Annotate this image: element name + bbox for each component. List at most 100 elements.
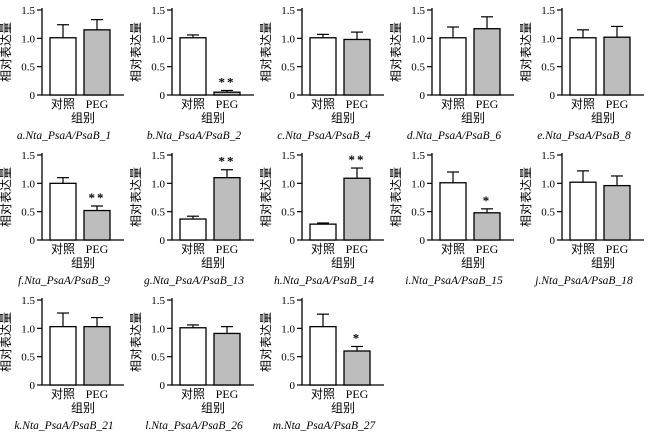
bar-control: [179, 37, 207, 96]
y-tick-label: 1.5: [21, 150, 35, 162]
bar-control: [309, 325, 337, 386]
x-tick-label-control: 对照: [51, 242, 75, 256]
panel-caption: b.Nta_PsaA/PsaB_2: [147, 130, 241, 142]
panel-caption: e.Nta_PsaA/PsaB_8: [537, 130, 631, 142]
significance-marker: **: [219, 154, 236, 169]
panel-d: 相对表达量 0 0.5 1.0 1.5 对照 PEG 组别 d.Nta_PsaA/PsaB_6: [389, 0, 520, 145]
y-tick-label: 1.0: [281, 323, 295, 335]
y-tick-label: 1.5: [281, 295, 295, 307]
y-tick-label: 1.0: [411, 178, 425, 190]
bar-peg: [343, 38, 371, 96]
bar-peg: [213, 332, 241, 386]
bar-control: [569, 181, 597, 241]
x-tick-label-peg: PEG: [86, 242, 109, 256]
y-tick-label: 1.0: [21, 323, 35, 335]
x-tick-label-control: 对照: [311, 97, 335, 111]
bar-control: [309, 223, 337, 241]
y-tick-label: 0.5: [281, 62, 295, 74]
panel-g: 相对表达量 0 0.5 1.0 1.5 ** 对照 PEG 组别 g.Nta_PsaA/PsaB_…: [129, 145, 260, 290]
x-tick-label-peg: PEG: [346, 387, 369, 401]
y-tick-label: 1.5: [151, 295, 165, 307]
x-tick-label-control: 对照: [441, 242, 465, 256]
x-tick-label-control: 对照: [311, 387, 335, 401]
x-axis-label: 组别: [201, 111, 225, 125]
x-axis-label: 组别: [461, 111, 485, 125]
bar-peg: [213, 91, 241, 96]
panel-caption: a.Nta_PsaA/PsaB_1: [17, 130, 111, 142]
y-tick-label: 0.5: [21, 62, 35, 74]
y-tick-label: 0: [420, 90, 426, 102]
x-axis-label: 组别: [591, 256, 615, 270]
y-tick-label: 0.5: [151, 352, 165, 364]
x-tick-label-control: 对照: [181, 97, 205, 111]
x-tick-label-peg: PEG: [476, 242, 499, 256]
y-tick-label: 0.5: [151, 62, 165, 74]
y-tick-label: 0: [290, 90, 296, 102]
bar-peg: [83, 325, 111, 386]
x-tick-label-peg: PEG: [216, 242, 239, 256]
bar-peg: [213, 177, 241, 241]
y-axis-label: 相对表达量: [0, 22, 13, 82]
y-tick-label: 1.5: [541, 150, 555, 162]
y-tick-label: 0: [290, 380, 296, 392]
panel-m: 相对表达量 0 0.5 1.0 1.5 * 对照 PEG 组别 m.Nta_PsaA/PsaB_2…: [259, 290, 390, 435]
panel-l: 相对表达量 0 0.5 1.0 1.5 对照 PEG 组别 l.Nta_PsaA/PsaB_26: [129, 290, 260, 435]
x-tick-label-peg: PEG: [476, 97, 499, 111]
y-tick-label: 1.0: [281, 33, 295, 45]
x-axis-label: 组别: [331, 111, 355, 125]
y-tick-label: 1.5: [411, 150, 425, 162]
y-tick-label: 1.0: [151, 323, 165, 335]
x-tick-label-control: 对照: [441, 97, 465, 111]
panel-h: 相对表达量 0 0.5 1.0 1.5 ** 对照 PEG 组别 h.Nta_PsaA/PsaB_…: [259, 145, 390, 290]
y-tick-label: 0: [160, 380, 166, 392]
y-tick-label: 0: [30, 235, 36, 247]
x-axis-label: 组别: [71, 111, 95, 125]
y-tick-label: 0.5: [281, 207, 295, 219]
x-axis-label: 组别: [331, 256, 355, 270]
panel-caption: d.Nta_PsaA/PsaB_6: [407, 130, 501, 142]
x-tick-label-peg: PEG: [606, 97, 629, 111]
x-tick-label-peg: PEG: [216, 97, 239, 111]
bar-peg: [343, 350, 371, 386]
bar-control: [49, 325, 77, 386]
y-tick-label: 0.5: [21, 352, 35, 364]
bar-peg: [603, 184, 631, 241]
y-axis-label: 相对表达量: [520, 22, 533, 82]
bar-control: [569, 37, 597, 96]
y-tick-label: 1.5: [541, 5, 555, 17]
y-axis-label: 相对表达量: [260, 312, 273, 372]
panel-caption: k.Nta_PsaA/PsaB_21: [14, 420, 113, 432]
y-tick-label: 1.0: [541, 178, 555, 190]
x-tick-label-peg: PEG: [86, 387, 109, 401]
x-tick-label-control: 对照: [311, 242, 335, 256]
y-tick-label: 0.5: [411, 62, 425, 74]
x-tick-label-peg: PEG: [216, 387, 239, 401]
panel-caption: l.Nta_PsaA/PsaB_26: [145, 420, 243, 432]
y-axis-label: 相对表达量: [0, 167, 13, 227]
y-axis-label: 相对表达量: [130, 22, 143, 82]
y-tick-label: 0.5: [411, 207, 425, 219]
panel-caption: i.Nta_PsaA/PsaB_15: [405, 275, 503, 287]
y-axis-label: 相对表达量: [0, 312, 13, 372]
significance-marker: *: [483, 193, 492, 208]
y-tick-label: 0: [160, 235, 166, 247]
bar-control: [439, 182, 467, 241]
bar-control: [179, 218, 207, 241]
y-tick-label: 1.5: [281, 5, 295, 17]
y-tick-label: 1.5: [411, 5, 425, 17]
x-axis-label: 组别: [201, 256, 225, 270]
bar-control: [439, 37, 467, 96]
bar-peg: [473, 212, 501, 241]
panel-caption: g.Nta_PsaA/PsaB_13: [144, 275, 244, 287]
bar-control: [49, 182, 77, 241]
bar-peg: [603, 36, 631, 96]
bar-peg: [343, 177, 371, 241]
y-tick-label: 0.5: [21, 207, 35, 219]
